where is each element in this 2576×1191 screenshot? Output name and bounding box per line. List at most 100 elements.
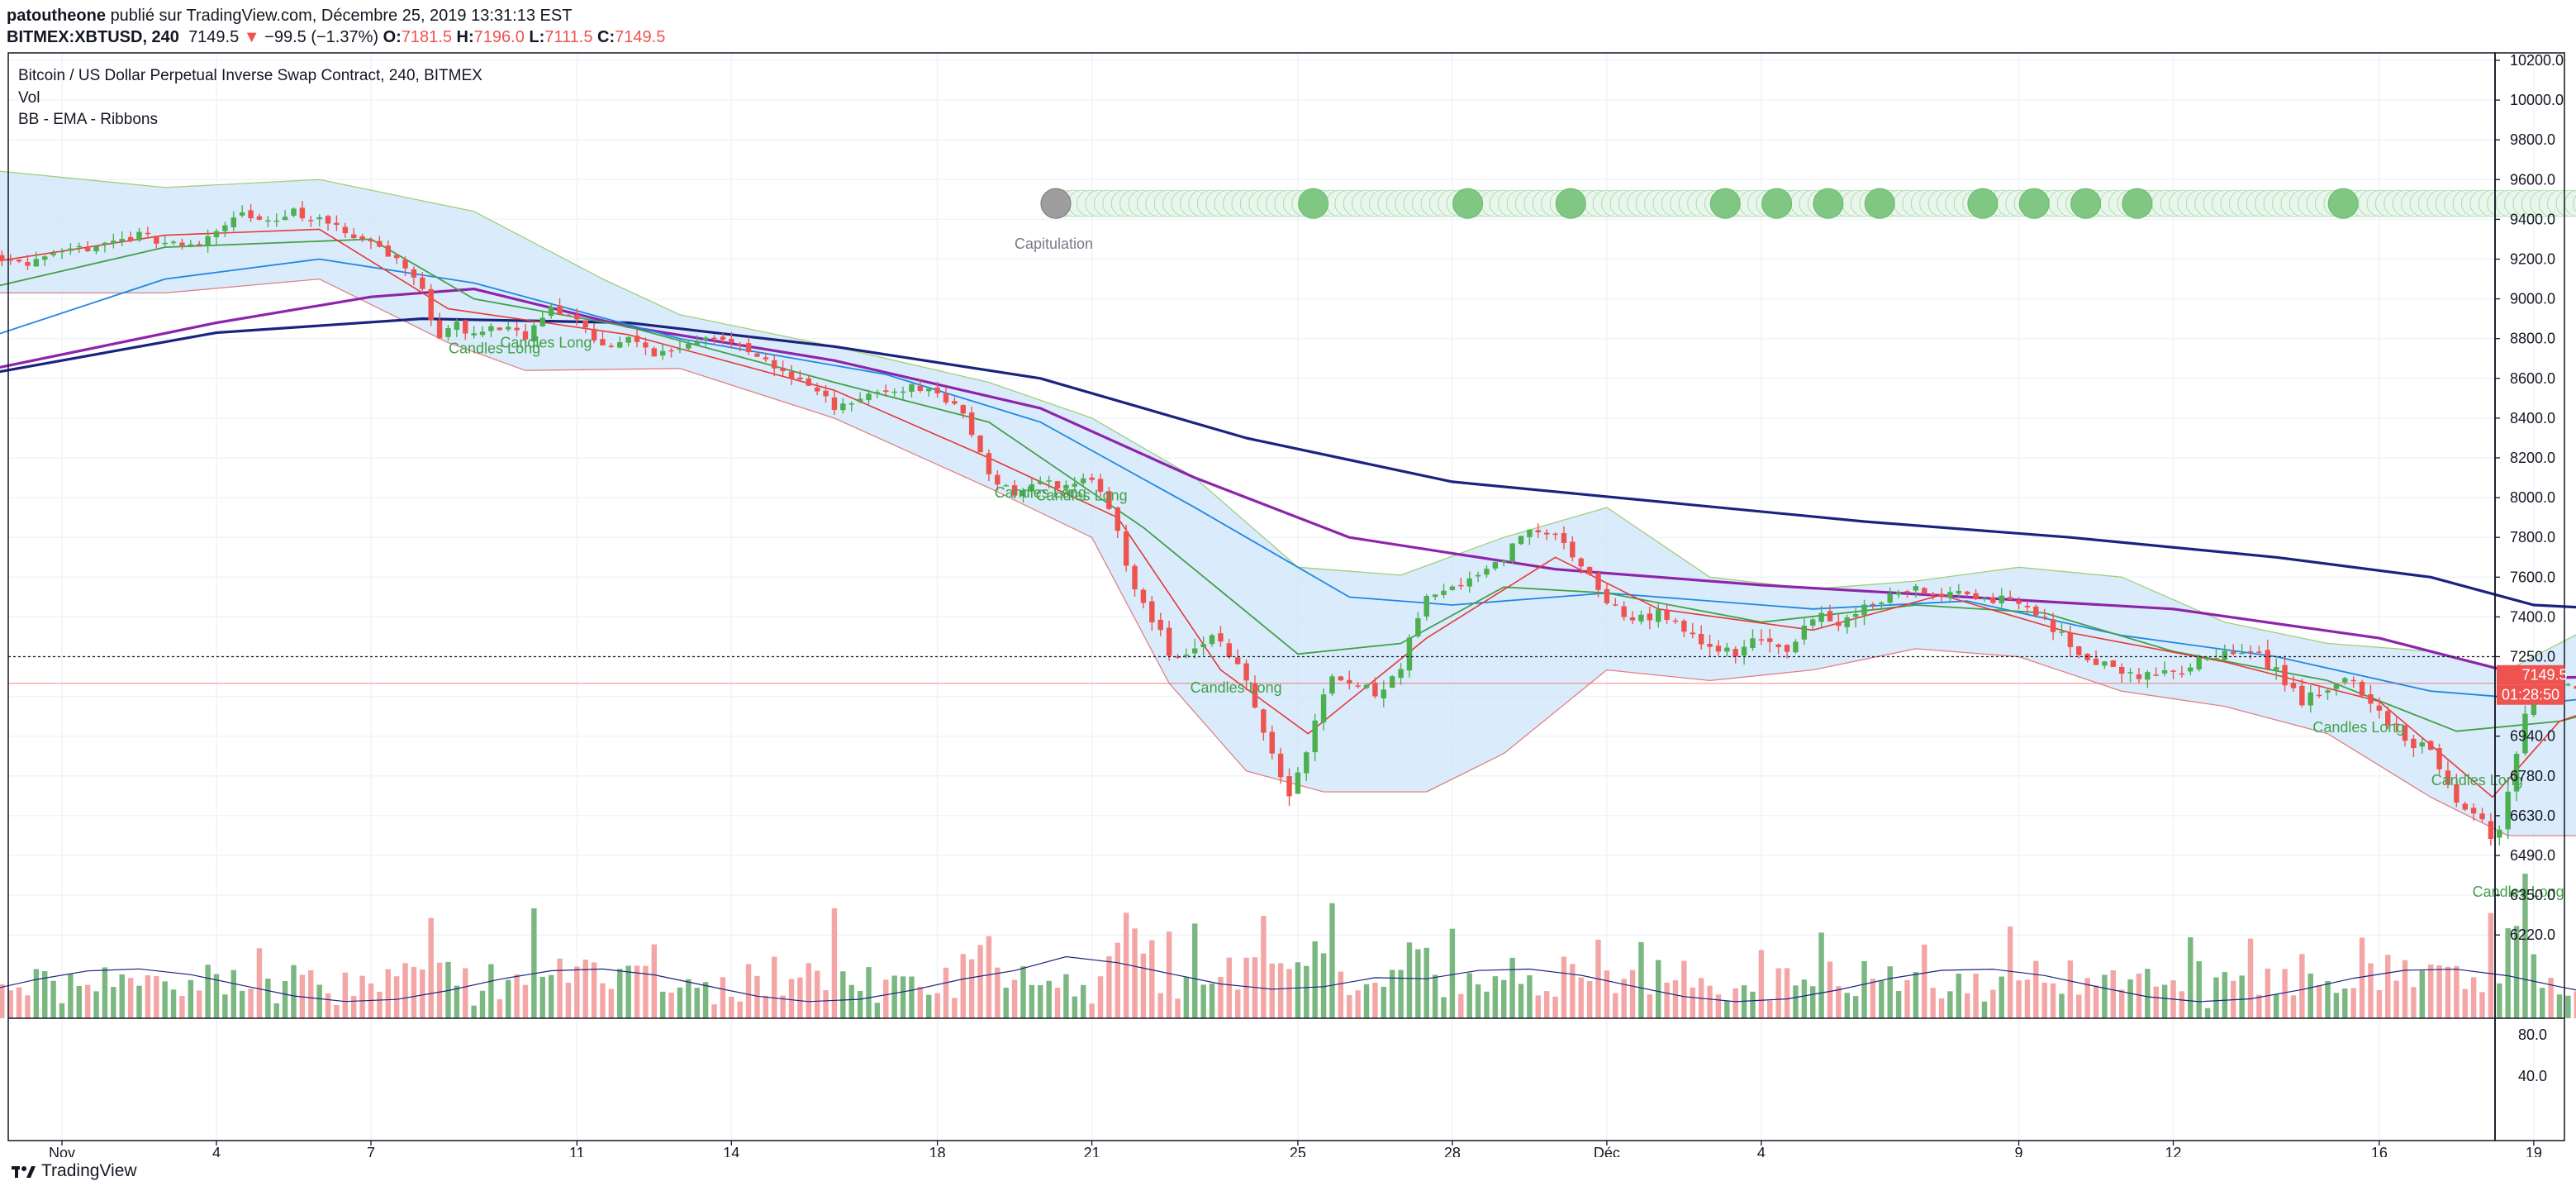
- volume-bar: [1149, 940, 1155, 1018]
- time-tick-label: 18: [929, 1145, 946, 1157]
- price-tick-label: 6780.0: [2510, 768, 2555, 784]
- candle-body: [1355, 685, 1361, 687]
- volume-bar: [1690, 987, 1696, 1018]
- volume-bar: [256, 948, 263, 1018]
- open-value: 7181.5: [401, 28, 452, 46]
- candle-body: [2059, 631, 2065, 633]
- volume-bar: [986, 936, 992, 1018]
- candle-body: [273, 220, 279, 222]
- candle-body: [2265, 650, 2271, 669]
- candle-body: [737, 344, 743, 345]
- candle-body: [393, 255, 400, 259]
- volume-bar: [1132, 928, 1138, 1018]
- candle-body: [548, 307, 554, 317]
- candle-body: [1732, 649, 1738, 657]
- volume-bar: [1750, 991, 1756, 1018]
- candle-body: [1775, 644, 1781, 648]
- candle-body: [76, 245, 82, 248]
- volume-bar: [651, 944, 658, 1018]
- candle-body: [1226, 643, 1233, 658]
- volume-bar: [952, 998, 958, 1018]
- time-axis[interactable]: Nov47111418212528Déc49121619232629202069: [49, 1141, 2576, 1157]
- candle-body: [111, 241, 116, 244]
- candle-body: [1441, 590, 1447, 595]
- volume-bar: [2204, 1008, 2211, 1018]
- legend-indicator[interactable]: BB - EMA - Ribbons: [18, 111, 158, 128]
- signal-dot-green: [2018, 188, 2050, 219]
- price-tick-label: 6220.0: [2510, 927, 2555, 943]
- volume-bar: [479, 990, 486, 1018]
- author-name[interactable]: patoutheone: [7, 7, 106, 25]
- volume-bar: [797, 977, 803, 1018]
- candle-body: [1552, 533, 1558, 536]
- publish-line: patoutheone publié sur TradingView.com, …: [7, 5, 572, 26]
- candle-body: [2513, 754, 2520, 792]
- volume-bar: [1295, 962, 1301, 1018]
- time-tick-label: Nov: [49, 1145, 75, 1157]
- volume-bar: [2462, 989, 2468, 1018]
- volume-bar: [2110, 970, 2117, 1018]
- volume-bar: [1372, 983, 1378, 1018]
- volume-bar: [102, 967, 108, 1018]
- price-tick-label: 7800.0: [2510, 529, 2555, 545]
- volume-bar: [900, 976, 906, 1018]
- footer-brand[interactable]: TradingView: [12, 1160, 137, 1182]
- volume-bar: [2299, 954, 2305, 1018]
- candle-body: [625, 336, 631, 343]
- candle-body: [1913, 586, 1919, 591]
- candle-body: [2050, 619, 2056, 632]
- candle-body: [1964, 591, 1970, 594]
- candle-body: [857, 398, 863, 403]
- candle-body: [1080, 478, 1086, 484]
- volume-bar: [1501, 979, 1507, 1018]
- volume-bar: [84, 984, 91, 1018]
- volume-bar: [385, 969, 391, 1018]
- volume-bar: [2513, 926, 2520, 1018]
- candle-body: [883, 390, 889, 393]
- candle-body: [2342, 678, 2348, 683]
- candle-body: [93, 245, 99, 252]
- price-axis[interactable]: 10200.0 10000.0 9800.0 9600.0 9400.0 9200.0 90…: [2495, 52, 2568, 1084]
- volume-bar: [686, 979, 692, 1018]
- bb-fill: [0, 171, 2576, 836]
- candle-body: [986, 453, 992, 474]
- volume-bar: [2531, 954, 2537, 1018]
- volume-bar: [814, 970, 820, 1018]
- candle-body: [479, 331, 486, 336]
- volume-bar: [2479, 992, 2485, 1018]
- volume-bar: [1844, 993, 1850, 1018]
- volume-bar: [1509, 957, 1515, 1018]
- volume-bar: [334, 1005, 340, 1018]
- volume-bar: [1775, 968, 1781, 1018]
- legend-vol[interactable]: Vol: [18, 89, 40, 107]
- volume-tick-label: 40.0: [2518, 1068, 2547, 1084]
- candle-body: [16, 259, 22, 262]
- candle-body: [1218, 633, 1224, 642]
- volume-bar: [866, 967, 872, 1018]
- candle-body: [2024, 605, 2031, 607]
- candle-body: [2307, 692, 2313, 706]
- candle-body: [256, 216, 263, 220]
- arrow-down-icon: ▼: [243, 28, 260, 46]
- candle-body: [934, 387, 940, 393]
- signal-dot-green: [1813, 188, 1844, 219]
- volume-bar: [934, 993, 940, 1018]
- volume-bar: [557, 958, 563, 1018]
- candle-body: [1347, 679, 1352, 684]
- volume-bar: [1038, 984, 1043, 1018]
- volume-bar: [729, 996, 734, 1018]
- candle-body: [1132, 565, 1138, 590]
- volume-bar: [1758, 950, 1765, 1018]
- candle-body: [68, 248, 74, 251]
- candle-body: [2231, 651, 2236, 655]
- candle-body: [591, 328, 597, 341]
- volume-bar: [2333, 993, 2340, 1018]
- volume-bar: [2050, 983, 2056, 1018]
- candle-body: [2470, 807, 2477, 814]
- price-tick-label: 9800.0: [2510, 131, 2555, 148]
- volume-bar: [2256, 994, 2262, 1018]
- candle-body: [2007, 597, 2013, 600]
- candle-body: [1054, 481, 1061, 488]
- time-tick-label: 9: [2015, 1145, 2023, 1157]
